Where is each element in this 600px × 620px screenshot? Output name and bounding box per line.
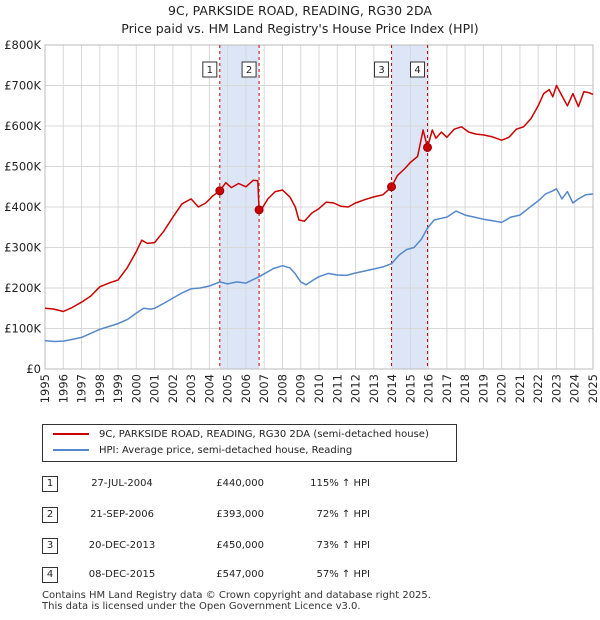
x-tick-label: 2005 — [221, 374, 235, 403]
transaction-row: 2 21-SEP-2006 £393,000 72% ↑ HPI — [42, 507, 562, 523]
transaction-row: 1 27-JUL-2004 £440,000 115% ↑ HPI — [42, 476, 562, 492]
x-tick-label: 2023 — [549, 374, 563, 403]
sale-point — [423, 142, 433, 152]
x-tick-label: 2006 — [239, 374, 253, 403]
sale-box-number: 3 — [378, 65, 384, 76]
transaction-price: £393,000 — [216, 509, 264, 520]
legend-item-property: 9C, PARKSIDE ROAD, READING, RG30 2DA (se… — [53, 427, 429, 443]
footer: Contains HM Land Registry data © Crown c… — [42, 590, 431, 612]
sale-points — [215, 142, 433, 215]
series-lines — [44, 84, 594, 343]
transaction-row: 4 08-DEC-2015 £547,000 57% ↑ HPI — [42, 567, 562, 583]
x-tick-label: 2012 — [349, 374, 363, 403]
sale-box — [241, 61, 257, 78]
x-tick-label: 2019 — [476, 374, 490, 403]
transaction-date: 21-SEP-2006 — [90, 509, 154, 520]
plot-border — [44, 44, 594, 370]
sale-point — [254, 205, 264, 215]
chart-title: 9C, PARKSIDE ROAD, READING, RG30 2DA Pri… — [0, 2, 600, 38]
transaction-date: 27-JUL-2004 — [91, 478, 153, 489]
y-tick-label: £300K — [4, 241, 41, 255]
x-tick-label: 2009 — [294, 374, 308, 403]
transaction-number: 3 — [42, 538, 58, 554]
x-tick-label: 2003 — [184, 374, 198, 403]
x-tick-label: 1995 — [38, 374, 52, 403]
x-tick-label: 2022 — [531, 374, 545, 403]
sale-box — [410, 61, 426, 78]
x-tick-label: 2000 — [129, 374, 143, 403]
property-series-line — [44, 84, 594, 313]
sale-number-boxes: 1 2 3 4 — [202, 61, 426, 78]
x-tick-label: 2002 — [166, 374, 180, 403]
x-tick-label: 2001 — [148, 374, 162, 403]
x-tick-label: 2014 — [385, 374, 399, 403]
transaction-price: £450,000 — [216, 540, 264, 551]
y-tick-label: £800K — [4, 38, 41, 52]
x-tick-label: 2007 — [257, 374, 271, 403]
x-tick-label: 2017 — [440, 374, 454, 403]
x-tick-label: 2008 — [275, 374, 289, 403]
legend: 9C, PARKSIDE ROAD, READING, RG30 2DA (se… — [42, 424, 457, 462]
legend-item-hpi: HPI: Average price, semi-detached house,… — [53, 443, 352, 459]
sale-point — [215, 186, 225, 196]
y-tick-label: £0 — [26, 362, 41, 376]
sale-point — [387, 182, 397, 192]
x-tick-label: 1998 — [93, 374, 107, 403]
x-tick-label: 2011 — [330, 374, 344, 403]
transaction-price: £440,000 — [216, 478, 264, 489]
transaction-number: 2 — [42, 507, 58, 523]
gridlines — [44, 44, 594, 370]
y-axis-ticks: £0 £100K £200K £300K £400K £500K £600K £700K £80… — [4, 38, 41, 376]
x-tick-label: 2020 — [495, 374, 509, 403]
hpi-series-line — [44, 188, 594, 343]
x-axis-ticks: 1995 1996 1997 1998 1999 2000 2001 2002 2003 2004… — [38, 374, 600, 403]
transaction-hpi-change: 72% ↑ HPI — [316, 509, 370, 520]
y-tick-label: £700K — [4, 79, 41, 93]
transaction-number: 4 — [42, 567, 58, 583]
x-tick-label: 2021 — [513, 374, 527, 403]
legend-label-property: 9C, PARKSIDE ROAD, READING, RG30 2DA (se… — [99, 429, 429, 440]
x-tick-label: 2018 — [458, 374, 472, 403]
sale-box-number: 2 — [246, 65, 252, 76]
sale-box — [374, 61, 390, 78]
sale-box-number: 4 — [414, 65, 420, 76]
transaction-hpi-change: 57% ↑ HPI — [316, 569, 370, 580]
x-tick-label: 1997 — [75, 374, 89, 403]
y-tick-label: £200K — [4, 281, 41, 295]
transaction-row: 3 20-DEC-2013 £450,000 73% ↑ HPI — [42, 538, 562, 554]
footer-line2: This data is licensed under the Open Gov… — [42, 601, 361, 612]
transaction-date: 08-DEC-2015 — [88, 569, 156, 580]
legend-label-hpi: HPI: Average price, semi-detached house,… — [99, 445, 353, 456]
x-tick-label: 2024 — [568, 374, 582, 403]
y-tick-label: £500K — [4, 160, 41, 174]
footer-line1: Contains HM Land Registry data © Crown c… — [42, 590, 431, 601]
x-tick-label: 1996 — [56, 374, 70, 403]
x-tick-label: 2015 — [403, 374, 417, 403]
sale-box — [202, 61, 218, 78]
x-tick-label: 2004 — [202, 374, 216, 403]
sale-box-number: 1 — [207, 65, 213, 76]
x-tick-label: 2016 — [422, 374, 436, 403]
transaction-date: 20-DEC-2013 — [88, 540, 156, 551]
chart-title-line1: 9C, PARKSIDE ROAD, READING, RG30 2DA — [168, 3, 432, 18]
transaction-hpi-change: 73% ↑ HPI — [316, 540, 370, 551]
x-tick-label: 1999 — [111, 374, 125, 403]
transaction-number: 1 — [42, 476, 58, 492]
y-tick-label: £100K — [4, 322, 41, 336]
legend-swatch-property — [53, 433, 89, 435]
y-tick-label: £600K — [4, 119, 41, 133]
price-chart: 1 2 3 4 £0 £100K £200K £300K £400K £500K £600K £70… — [4, 38, 600, 403]
chart-title-line2: Price paid vs. HM Land Registry's House … — [121, 21, 479, 36]
transaction-price: £547,000 — [216, 569, 264, 580]
x-tick-label: 2025 — [586, 374, 600, 403]
legend-swatch-hpi — [53, 449, 89, 451]
x-tick-label: 2013 — [367, 374, 381, 403]
transaction-hpi-change: 115% ↑ HPI — [310, 478, 370, 489]
y-tick-label: £400K — [4, 200, 41, 214]
x-tick-label: 2010 — [312, 374, 326, 403]
